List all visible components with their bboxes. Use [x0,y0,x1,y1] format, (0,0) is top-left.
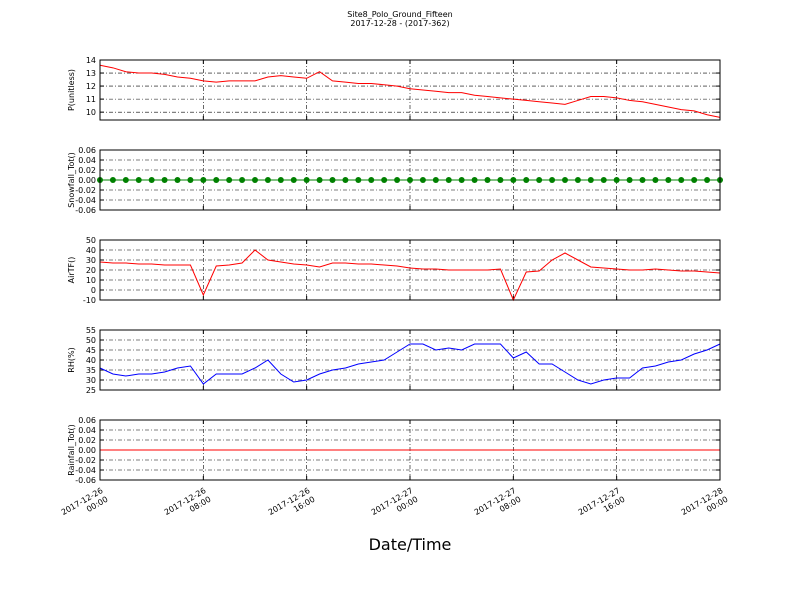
data-point [600,177,607,183]
y-tick-label: 10 [86,276,96,285]
y-tick-label: 0.02 [78,166,96,175]
data-point [122,177,129,183]
y-tick-label: 0.00 [78,176,96,185]
data-point [613,177,620,183]
data-point [432,177,439,183]
data-point [148,177,155,183]
plot-frame [99,149,721,211]
y-tick-label: -0.06 [75,206,96,215]
y-tick-label: 0.04 [78,156,96,165]
y-tick-label: 0.06 [78,416,96,425]
data-point [626,177,633,183]
y-tick-label: 40 [86,356,96,365]
data-point [252,177,258,183]
data-point [174,177,181,183]
data-point [574,177,581,183]
y-tick-label: 11 [86,95,96,104]
data-point [510,177,517,183]
data-point [639,177,646,183]
data-point [303,177,310,183]
plot-frame [99,59,721,121]
y-axis-label: Snowfall_Tot() [67,152,76,208]
y-tick-label: -10 [83,296,96,305]
data-point [536,177,543,183]
y-tick-label: -0.02 [75,186,96,195]
data-point [381,177,388,183]
y-tick-label: 0.06 [78,146,96,155]
y-tick-label: -0.04 [75,466,96,475]
y-tick-label: -0.06 [75,476,96,485]
data-point [355,177,362,183]
data-point [471,177,478,183]
x-axis-label: Date/Time [369,535,452,554]
plot-frame [99,419,721,481]
data-point [277,177,284,183]
chart-subtitle: 2017-12-28 - (2017-362) [350,19,449,28]
data-point [691,177,698,183]
data-point [264,177,271,183]
y-axis-label: Rainfall_Tot() [67,424,76,476]
y-tick-label: -0.02 [75,456,96,465]
data-point [549,177,556,183]
plot-frame [99,329,721,391]
data-line [99,64,721,118]
y-tick-label: -0.04 [75,196,96,205]
data-point [368,177,375,183]
y-tick-label: 10 [86,108,96,117]
data-point [290,177,297,183]
y-tick-label: 25 [86,386,96,395]
y-tick-label: 45 [86,346,96,355]
y-tick-label: 50 [86,236,96,245]
data-point [342,177,349,183]
chart-title: Site8_Polo_Ground_Fifteen [347,10,452,19]
y-tick-label: 0.02 [78,436,96,445]
data-line [99,343,721,385]
y-tick-label: 40 [86,246,96,255]
data-point [187,177,194,183]
data-point [562,177,568,183]
data-point [445,177,452,183]
y-tick-label: 55 [86,326,96,335]
data-point [704,177,711,183]
y-tick-label: 0.04 [78,426,96,435]
data-point [161,177,168,183]
data-point [484,177,491,183]
y-tick-label: 14 [86,56,96,65]
y-axis-label: AirTF() [67,257,76,284]
data-point [458,177,465,183]
y-axis-label: P(unitless) [67,69,76,111]
data-point [135,177,142,183]
y-tick-label: 20 [86,266,96,275]
data-point [394,177,401,183]
data-point [239,177,246,183]
data-point [678,177,685,183]
y-tick-label: 50 [86,336,96,345]
data-point [497,177,504,183]
data-point [200,177,207,183]
data-point [213,177,220,183]
data-line [99,249,721,302]
plot-frame [99,239,721,301]
y-tick-label: 0.00 [78,446,96,455]
data-point [587,177,594,183]
y-tick-label: 35 [86,366,96,375]
y-tick-label: 12 [86,82,96,91]
data-point [316,177,323,183]
y-tick-label: 13 [86,69,96,78]
y-axis-label: RH(%) [67,347,76,372]
data-point [407,177,413,183]
data-point [226,177,233,183]
data-point [665,177,672,183]
data-point [329,177,336,183]
data-point [652,177,659,183]
y-tick-label: 0 [91,286,96,295]
data-point [523,177,530,183]
data-point [419,177,426,183]
y-tick-label: 30 [86,376,96,385]
y-tick-label: 30 [86,256,96,265]
data-point [109,177,116,183]
